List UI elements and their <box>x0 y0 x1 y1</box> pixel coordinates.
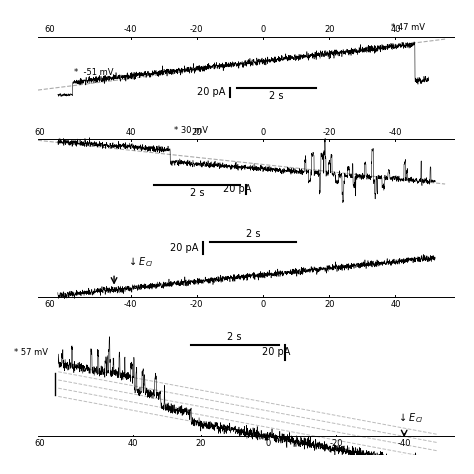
Text: 20: 20 <box>195 439 206 448</box>
Text: -20: -20 <box>190 300 203 309</box>
Text: 0: 0 <box>266 439 271 448</box>
Text: $\downarrow E_{Cl}$: $\downarrow E_{Cl}$ <box>397 411 424 425</box>
Text: -20: -20 <box>322 128 336 137</box>
Text: -40: -40 <box>124 26 137 35</box>
Text: 20 pA: 20 pA <box>170 243 199 253</box>
Text: -40: -40 <box>389 128 402 137</box>
Text: -40: -40 <box>397 439 411 448</box>
Text: 20: 20 <box>324 26 335 35</box>
Text: -20: -20 <box>329 439 343 448</box>
Text: *  -51 mV: * -51 mV <box>74 68 114 77</box>
Text: 60: 60 <box>34 128 45 137</box>
Text: * 30 mV: * 30 mV <box>173 126 208 135</box>
Text: * 47 mV: * 47 mV <box>391 23 425 32</box>
Text: 20 pA: 20 pA <box>197 87 225 98</box>
Text: 20 pA: 20 pA <box>262 347 291 357</box>
Text: $\downarrow E_{Cl}$: $\downarrow E_{Cl}$ <box>128 255 154 269</box>
Text: -20: -20 <box>190 26 203 35</box>
Text: 2 s: 2 s <box>228 332 242 342</box>
Text: 20 pA: 20 pA <box>223 184 251 194</box>
Text: 40: 40 <box>390 300 401 309</box>
Text: * 57 mV: * 57 mV <box>14 348 48 357</box>
Text: 0: 0 <box>260 128 265 137</box>
Text: 2 s: 2 s <box>190 188 204 198</box>
Text: 0: 0 <box>260 26 265 35</box>
Text: 2 s: 2 s <box>269 91 283 101</box>
Text: 2 s: 2 s <box>246 229 260 239</box>
Text: 60: 60 <box>34 439 45 448</box>
Text: 0: 0 <box>260 300 265 309</box>
Text: 40: 40 <box>128 439 138 448</box>
Text: 20: 20 <box>324 300 335 309</box>
Text: 60: 60 <box>45 300 55 309</box>
Text: 60: 60 <box>45 26 55 35</box>
Text: 40: 40 <box>125 128 136 137</box>
Text: -40: -40 <box>124 300 137 309</box>
Text: 40: 40 <box>390 26 401 35</box>
Text: 20: 20 <box>191 128 202 137</box>
